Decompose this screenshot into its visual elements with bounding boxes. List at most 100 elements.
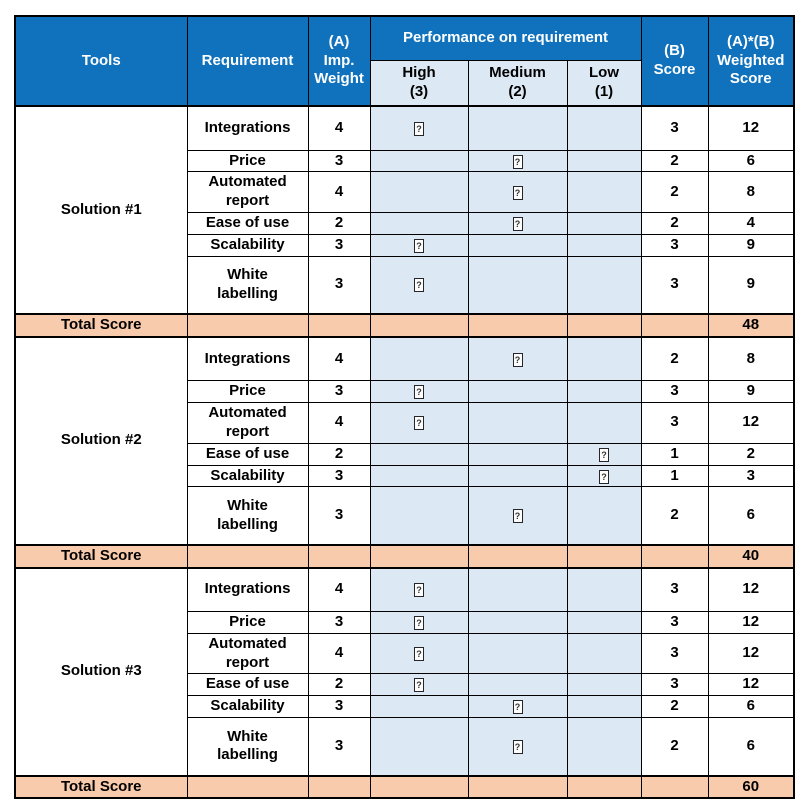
total-empty-low xyxy=(566,313,642,338)
check-icon: ? xyxy=(414,678,424,693)
total-empty-score xyxy=(640,543,709,569)
weight-cell: 3 xyxy=(307,611,371,634)
header-medium: Medium (2) xyxy=(467,59,568,107)
check-icon: ? xyxy=(512,509,523,524)
requirement-row: White labelling 3? 2 6 xyxy=(15,486,795,546)
weighted-score-cell: 6 xyxy=(707,717,795,776)
performance-low-cell xyxy=(566,380,642,403)
total-empty-weight xyxy=(307,543,371,569)
score-cell: 3 xyxy=(640,233,709,257)
weighted-score-cell: 2 xyxy=(707,442,795,466)
performance-medium-cell xyxy=(467,380,568,403)
weight-cell: 3 xyxy=(307,486,371,546)
performance-low-cell xyxy=(566,105,642,151)
requirement-row: Solution #3 Integrations 4? 3 12 xyxy=(14,567,795,776)
weight-cell: 3 xyxy=(307,717,371,776)
header-tools: Tools xyxy=(14,15,188,107)
weighted-score-cell: 12 xyxy=(707,567,795,612)
requirement-row: White labelling 3? 2 6 xyxy=(15,717,795,776)
weighted-score-cell: 3 xyxy=(707,464,795,488)
performance-low-cell xyxy=(566,486,642,546)
performance-medium-cell: ? xyxy=(467,149,568,173)
requirement-row: Price 3? 3 12 xyxy=(15,611,795,634)
performance-medium-cell: ? xyxy=(467,171,568,213)
score-cell: 1 xyxy=(640,464,709,488)
performance-medium-cell xyxy=(467,255,568,315)
performance-high-cell: ? xyxy=(369,673,469,697)
performance-high-cell xyxy=(369,717,469,776)
score-cell: 1 xyxy=(640,442,709,466)
check-icon: ? xyxy=(414,583,424,598)
check-icon: ? xyxy=(599,447,609,462)
requirement-row: Solution #1 Integrations 4? 3 12 xyxy=(14,105,795,315)
performance-medium-cell xyxy=(467,233,568,257)
performance-high-cell: ? xyxy=(369,233,469,257)
weight-cell: 4 xyxy=(307,632,371,675)
weight-cell: 3 xyxy=(307,149,371,173)
weighted-score-cell: 6 xyxy=(707,695,795,718)
performance-high-cell: ? xyxy=(369,611,469,634)
solution-name-cell: Solution #2 xyxy=(14,336,188,546)
check-icon: ? xyxy=(512,700,523,715)
solution-name-cell: Solution #1 xyxy=(14,105,188,315)
weight-cell: 2 xyxy=(307,211,371,235)
score-cell: 3 xyxy=(640,255,709,315)
total-empty-requirement xyxy=(186,313,309,338)
check-icon: ? xyxy=(599,469,609,484)
total-empty-weight xyxy=(307,313,371,338)
header-weighted-score: (A)*(B) Weighted Score xyxy=(707,15,795,107)
requirement-cell: Ease of use xyxy=(186,211,309,235)
weighted-score-cell: 9 xyxy=(707,233,795,257)
requirement-row: White labelling 3? 3 9 xyxy=(15,255,795,315)
header-low: Low (1) xyxy=(566,59,642,107)
requirement-cell: Integrations xyxy=(186,336,309,382)
score-cell: 2 xyxy=(640,211,709,235)
requirement-row: Ease of use 2? 2 4 xyxy=(15,211,795,235)
performance-low-cell xyxy=(566,211,642,235)
requirement-cell: White labelling xyxy=(186,486,309,546)
header-score: (B) Score xyxy=(640,15,709,107)
total-empty-score xyxy=(640,313,709,338)
performance-medium-cell xyxy=(467,442,568,466)
weight-cell: 4 xyxy=(307,336,371,382)
check-icon: ? xyxy=(414,238,424,253)
score-cell: 2 xyxy=(640,171,709,213)
performance-medium-cell xyxy=(467,105,568,151)
header-high: High (3) xyxy=(369,59,469,107)
requirement-cell: Automated report xyxy=(186,171,309,213)
performance-medium-cell: ? xyxy=(467,695,568,718)
check-icon: ? xyxy=(512,352,523,367)
requirement-row: Automated report 4? 3 12 xyxy=(15,632,795,675)
weight-cell: 3 xyxy=(307,380,371,403)
performance-medium-cell: ? xyxy=(467,336,568,382)
check-icon: ? xyxy=(414,647,424,662)
performance-low-cell xyxy=(566,632,642,675)
solution-name-cell: Solution #3 xyxy=(14,567,188,776)
requirement-row: Scalability 3? 1 3 xyxy=(15,464,795,488)
performance-low-cell xyxy=(566,171,642,213)
weighted-score-cell: 8 xyxy=(707,336,795,382)
weight-cell: 4 xyxy=(307,105,371,151)
performance-medium-cell xyxy=(467,464,568,488)
requirement-row: Automated report 4? 2 8 xyxy=(15,171,795,213)
weight-cell: 2 xyxy=(307,673,371,697)
total-score-row: Total Score 40 xyxy=(14,543,795,569)
performance-low-cell: ? xyxy=(566,464,642,488)
score-cell: 2 xyxy=(640,336,709,382)
check-icon: ? xyxy=(512,739,523,754)
weighted-score-cell: 6 xyxy=(707,149,795,173)
performance-low-cell xyxy=(566,336,642,382)
requirement-cell: Ease of use xyxy=(186,673,309,697)
performance-high-cell: ? xyxy=(369,255,469,315)
requirement-row: Ease of use 2? 3 12 xyxy=(15,673,795,697)
total-empty-medium xyxy=(467,543,568,569)
performance-high-cell xyxy=(369,336,469,382)
header-importance-weight: (A) Imp. Weight xyxy=(307,15,371,107)
total-score-row: Total Score 48 xyxy=(14,313,795,338)
requirement-row: Automated report 4? 3 12 xyxy=(15,402,795,444)
check-icon: ? xyxy=(414,416,424,431)
requirement-cell: Automated report xyxy=(186,632,309,675)
performance-low-cell xyxy=(566,673,642,697)
total-score-label: Total Score xyxy=(14,313,188,338)
score-cell: 3 xyxy=(640,402,709,444)
